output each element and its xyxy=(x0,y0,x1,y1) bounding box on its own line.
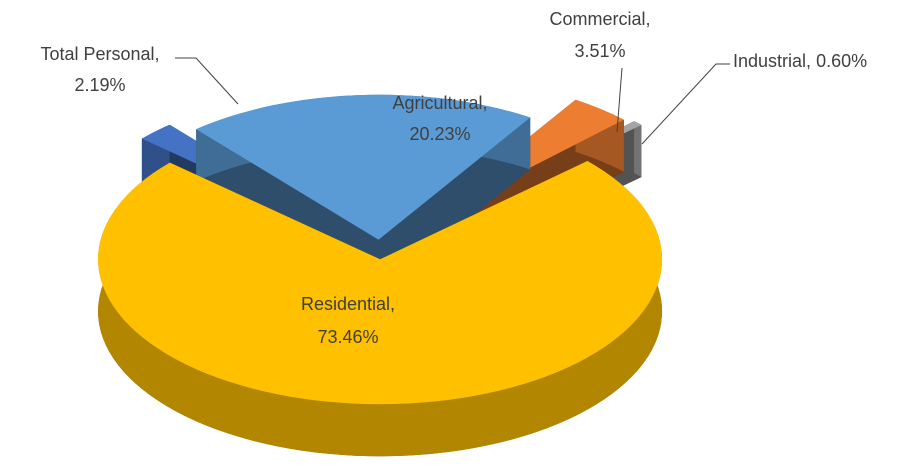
data-label-value: 2.19% xyxy=(74,75,125,95)
leader-line xyxy=(641,63,730,145)
label-separator: , xyxy=(483,93,488,113)
data-label: Residential, xyxy=(301,294,395,314)
label-separator: , xyxy=(390,294,395,314)
leader-line xyxy=(175,57,239,105)
label-separator: , xyxy=(646,9,651,29)
label-category: Residential xyxy=(301,294,390,314)
data-label: Commercial, xyxy=(549,9,650,29)
label-category: Commercial xyxy=(549,9,645,29)
label-separator: , xyxy=(155,44,160,64)
data-label-value: 3.51% xyxy=(574,41,625,61)
label-category: Agricultural xyxy=(392,93,482,113)
slice xyxy=(98,161,663,405)
data-label: Agricultural, xyxy=(392,93,487,113)
label-value: 0.60% xyxy=(816,51,867,71)
slice xyxy=(196,94,531,240)
data-label: Total Personal, xyxy=(40,44,159,64)
data-label-value: 20.23% xyxy=(409,124,470,144)
data-label: Industrial, 0.60% xyxy=(733,51,867,71)
label-category: Total Personal xyxy=(40,44,154,64)
slice xyxy=(98,161,663,457)
leader-line xyxy=(616,67,623,133)
data-label-value: 73.46% xyxy=(317,327,378,347)
label-separator: , xyxy=(806,51,811,71)
slice-wall xyxy=(634,121,642,177)
label-category: Industrial xyxy=(733,51,806,71)
